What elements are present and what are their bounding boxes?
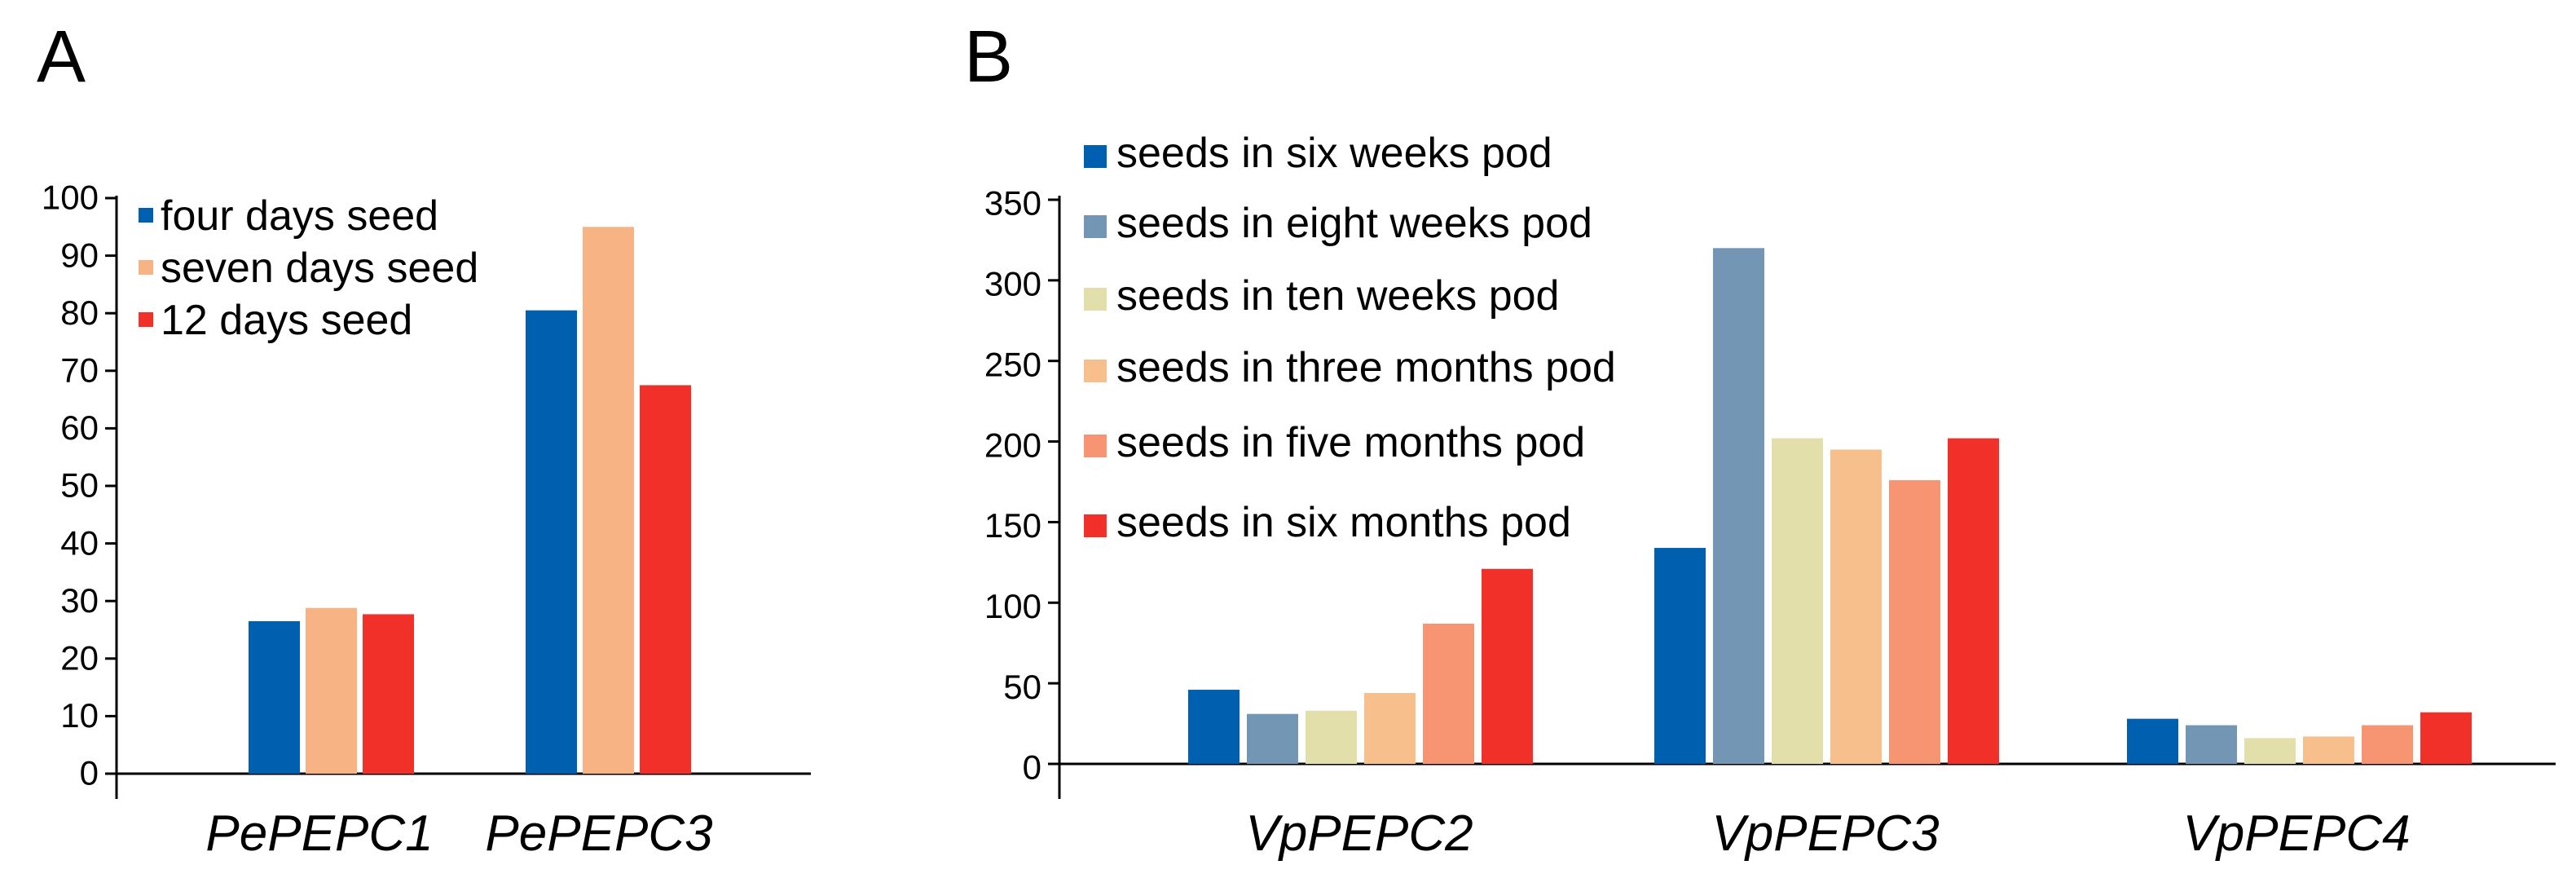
legend-swatch [1084,435,1107,457]
legend-swatch [1084,145,1107,168]
legend-label: seven days seed [161,245,478,292]
bar [1772,438,1823,764]
chart-b-legend: seeds in six weeks pod seeds in eight we… [1084,130,1616,546]
panel-b-letter: B [964,16,1013,98]
legend-swatch [1084,215,1107,238]
bar [2303,736,2354,764]
bar [1830,449,1882,764]
bar [526,310,577,774]
legend-label: seeds in three months pod [1116,344,1616,391]
chart-b-category-label: VpPEPC2 [1245,805,1473,862]
chart-a-legend: four days seed seven days seed 12 days s… [139,192,478,344]
y-tick-label: 10 [60,696,99,735]
bar [2244,738,2296,764]
y-tick-label: 30 [60,581,99,620]
y-tick-label: 20 [60,638,99,677]
y-tick-label: 60 [60,408,99,447]
bar [2362,725,2413,764]
bar [1482,568,1533,764]
panel-a-letter: A [37,16,86,98]
legend-swatch [139,312,153,327]
y-tick-label: 0 [1023,748,1041,787]
bar [1948,438,1999,764]
y-tick-label: 250 [984,345,1041,383]
bar [2127,718,2178,764]
bar [1654,548,1706,764]
chart-b-category-label: VpPEPC3 [1711,805,1939,862]
bar [1713,248,1764,764]
y-tick-label: 100 [42,179,99,217]
legend-label: seeds in eight weeks pod [1116,200,1592,247]
y-tick-label: 70 [60,351,99,389]
chart-b-category-label: VpPEPC4 [2182,805,2410,862]
legend-label: seeds in six weeks pod [1116,130,1552,177]
legend-swatch [139,260,153,275]
legend-swatch [1084,360,1107,382]
legend-label: seeds in five months pod [1116,419,1585,466]
bar [2420,712,2472,764]
legend-swatch [1084,288,1107,311]
chart-a-bars [249,227,691,774]
bar [1423,623,1474,764]
y-tick-label: 150 [984,506,1041,545]
bar [2186,725,2237,764]
bar [583,227,634,774]
y-tick-label: 0 [80,754,99,792]
bar [363,614,414,774]
chart-a-category-label: PePEPC1 [205,805,433,862]
y-tick-label: 100 [984,587,1041,625]
y-tick-label: 350 [984,184,1041,223]
y-tick-label: 50 [60,466,99,505]
bar [249,620,300,774]
panel-b: B 0 50 100 150 200 250 300 350 VpPEPC2 VpPEPC3 … [964,16,2556,862]
y-tick-label: 90 [60,236,99,274]
y-tick-label: 40 [60,523,99,562]
legend-label: 12 days seed [161,297,412,344]
bar [1306,710,1357,764]
chart-a: 0 10 20 30 40 50 60 70 80 90 100 PePEPC1 PePEPC3 f… [42,179,811,862]
chart-a-category-label: PePEPC3 [485,805,712,862]
y-tick-label: 80 [60,293,99,332]
y-tick-label: 200 [984,426,1041,464]
bar [1188,690,1240,764]
chart-a-y-ticks: 0 10 20 30 40 50 60 70 80 90 100 [42,179,117,792]
chart-b: 0 50 100 150 200 250 300 350 VpPEPC2 VpPEPC3 Vp… [984,130,2556,862]
legend-label: seeds in ten weeks pod [1116,272,1559,320]
y-tick-label: 50 [1003,668,1041,706]
chart-b-bars [1188,248,2472,764]
y-tick-label: 300 [984,265,1041,303]
chart-b-y-ticks: 0 50 100 150 200 250 300 350 [984,184,1059,787]
legend-label: seeds in six months pod [1116,499,1571,546]
bar [1364,693,1416,764]
legend-label: four days seed [161,192,438,240]
bar [306,607,357,774]
bar [640,385,691,774]
bar [1889,480,1940,764]
bar [1247,713,1298,764]
legend-swatch [139,208,153,223]
legend-swatch [1084,514,1107,537]
panel-a: A 0 10 20 30 40 50 60 70 80 90 100 PePEPC1 PePEPC3… [37,16,811,862]
